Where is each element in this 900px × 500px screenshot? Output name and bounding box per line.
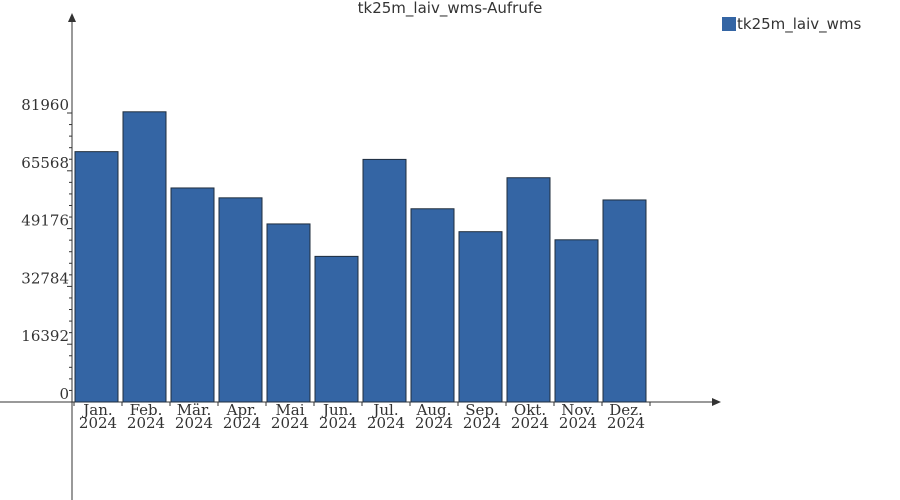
x-tick-label-year: 2024	[127, 414, 165, 432]
x-tick-label-month: Feb.	[130, 401, 163, 419]
x-tick-label-year: 2024	[511, 414, 549, 432]
chart-title: tk25m_laiv_wms-Aufrufe	[357, 0, 543, 17]
bar-dez[interactable]	[602, 199, 647, 403]
x-tick-label-month: Mär.	[177, 401, 212, 419]
y-tick-label: 81960	[21, 96, 69, 114]
y-tick-label: 49176	[21, 212, 69, 230]
bar-jun[interactable]	[314, 255, 359, 403]
y-tick-labels: 0 16392 32784 49176 65568 81960	[21, 96, 69, 403]
x-tick-label-year: 2024	[175, 414, 213, 432]
x-tick-label: Jul. 2024	[367, 401, 405, 432]
bar-mär[interactable]	[170, 187, 215, 403]
legend-label: tk25m_laiv_wms	[737, 15, 862, 33]
bar-apr[interactable]	[218, 197, 263, 403]
x-tick-label: Nov. 2024	[559, 401, 597, 432]
x-tick-label: Mär. 2024	[175, 401, 213, 432]
x-tick-label: Apr. 2024	[223, 401, 261, 432]
legend-swatch	[722, 17, 736, 31]
x-tick-label-month: Aug.	[416, 401, 452, 419]
y-axis-arrow	[68, 13, 76, 22]
x-tick-label: Mai 2024	[271, 401, 309, 432]
x-tick-label-month: Jan.	[81, 401, 112, 419]
x-tick-label-month: Sep.	[465, 401, 499, 419]
x-tick-label-year: 2024	[367, 414, 405, 432]
x-tick-label-month: Mai	[275, 401, 304, 419]
x-tick-label: Dez. 2024	[607, 401, 645, 432]
x-tick-label-month: Jun.	[321, 401, 353, 419]
x-tick-label: Jan. 2024	[79, 401, 117, 432]
bar-nov[interactable]	[554, 239, 599, 403]
y-tick-label: 65568	[21, 154, 69, 172]
x-tick-label: Sep. 2024	[463, 401, 501, 432]
x-tick-label-year: 2024	[463, 414, 501, 432]
bar-aug[interactable]	[410, 208, 455, 403]
bar-jan[interactable]	[74, 151, 119, 403]
x-tick-label: Jun. 2024	[319, 401, 357, 432]
legend[interactable]: tk25m_laiv_wms	[722, 15, 861, 33]
y-tick-label: 16392	[21, 327, 69, 345]
x-tick-label-year: 2024	[271, 414, 309, 432]
x-tick-label-year: 2024	[319, 414, 357, 432]
x-tick-label-month: Jul.	[371, 401, 398, 419]
bar-jul[interactable]	[362, 158, 407, 403]
x-tick-label-year: 2024	[79, 414, 117, 432]
x-tick-label-month: Apr.	[226, 401, 258, 419]
x-tick-label-year: 2024	[559, 414, 597, 432]
bar-mai[interactable]	[266, 223, 311, 403]
x-tick-label: Feb. 2024	[127, 401, 165, 432]
x-tick-label-month: Dez.	[609, 401, 643, 419]
bar-okt[interactable]	[506, 177, 551, 403]
x-tick-label: Okt. 2024	[511, 401, 549, 432]
x-axis-arrow	[712, 398, 721, 406]
x-tick-label-month: Okt.	[514, 401, 546, 419]
bar-feb[interactable]	[122, 111, 167, 403]
x-tick-label-year: 2024	[607, 414, 645, 432]
bars	[74, 111, 647, 403]
y-tick-label: 32784	[21, 269, 69, 287]
y-tick-label: 0	[59, 385, 69, 403]
x-tick-label-month: Nov.	[561, 401, 595, 419]
x-tick-label-year: 2024	[415, 414, 453, 432]
x-tick-label-year: 2024	[223, 414, 261, 432]
x-tick-label: Aug. 2024	[415, 401, 453, 432]
bar-sep[interactable]	[458, 231, 503, 403]
